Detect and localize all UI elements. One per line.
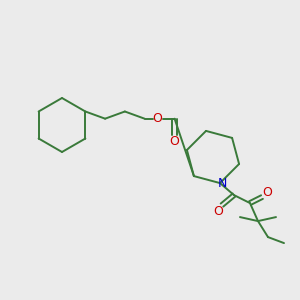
- Text: O: O: [153, 112, 163, 125]
- Text: O: O: [169, 135, 179, 148]
- Text: O: O: [213, 205, 223, 218]
- Text: N: N: [217, 177, 227, 190]
- Text: O: O: [262, 186, 272, 199]
